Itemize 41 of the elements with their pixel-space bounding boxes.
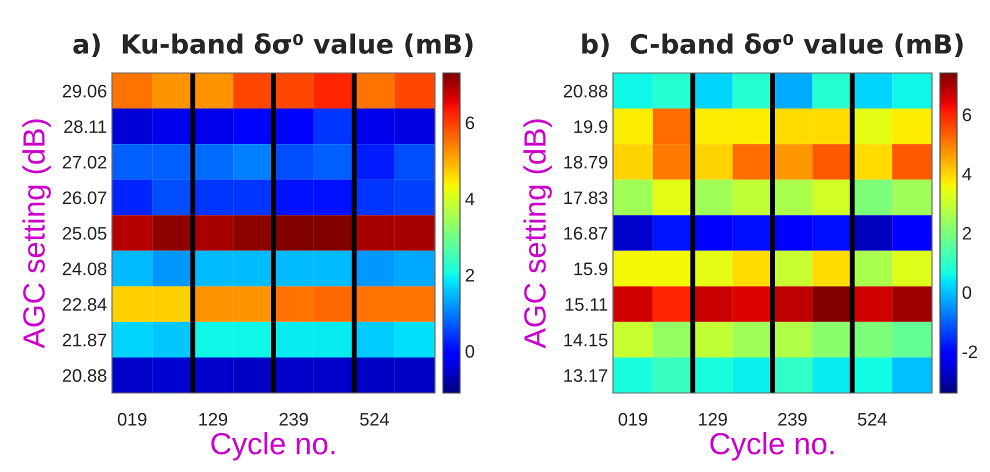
y-axis-title: AGC setting (dB) bbox=[523, 119, 552, 348]
y-tick-label: 14.15 bbox=[564, 334, 608, 346]
y-tick-label: 18.79 bbox=[564, 156, 608, 169]
y-tick-label: 20.88 bbox=[62, 369, 106, 382]
y-tick-label: 20.88 bbox=[564, 84, 608, 98]
y-tick-label: 16.87 bbox=[564, 226, 608, 240]
y-tick-label: 27.02 bbox=[62, 156, 106, 169]
y-tick-label: 19.9 bbox=[574, 120, 608, 134]
chart-title: a) Ku-band δσ⁰ value (mB) bbox=[73, 33, 473, 58]
color-bar-label: 0 bbox=[466, 345, 474, 358]
color-bar-label: 0 bbox=[962, 286, 972, 299]
x-tick-label: 129 bbox=[699, 412, 727, 426]
x-axis-title: Cycle no. bbox=[710, 432, 834, 461]
x-tick-label: 019 bbox=[118, 412, 146, 426]
color-bar-label: 6 bbox=[962, 108, 972, 122]
x-tick-label: 524 bbox=[858, 412, 887, 426]
x-tick-label: 239 bbox=[280, 412, 308, 426]
y-tick-label: 24.08 bbox=[62, 262, 106, 276]
y-tick-label: 26.07 bbox=[62, 191, 106, 204]
chart-title: b) C-band δσ⁰ value (mB) bbox=[582, 33, 963, 58]
y-tick-label: 15.9 bbox=[574, 262, 608, 276]
color-bar-label: 6 bbox=[466, 116, 474, 130]
x-tick-label: 524 bbox=[360, 412, 389, 426]
color-bar-label: 2 bbox=[466, 268, 474, 282]
y-tick-label: 22.84 bbox=[62, 298, 107, 311]
y-axis-title: AGC setting (dB) bbox=[22, 119, 51, 348]
x-tick-label: 129 bbox=[199, 412, 228, 426]
color-bar-label: 2 bbox=[962, 226, 971, 240]
x-axis-title: Cycle no. bbox=[211, 432, 334, 461]
color-bar-label: 4 bbox=[962, 168, 972, 180]
y-tick-label: 17.83 bbox=[564, 191, 608, 204]
color-bar-label: 4 bbox=[465, 192, 474, 206]
y-tick-label: 21.87 bbox=[62, 334, 106, 346]
y-tick-label: 28.11 bbox=[64, 120, 106, 134]
x-tick-label: 019 bbox=[618, 412, 648, 426]
x-tick-label: 239 bbox=[778, 412, 807, 426]
color-bar-label: -2 bbox=[962, 345, 978, 358]
y-tick-label: 29.06 bbox=[62, 84, 106, 98]
y-tick-label: 13.17 bbox=[564, 369, 608, 382]
y-tick-label: 25.05 bbox=[62, 226, 106, 240]
y-tick-label: 15.11 bbox=[566, 298, 608, 311]
